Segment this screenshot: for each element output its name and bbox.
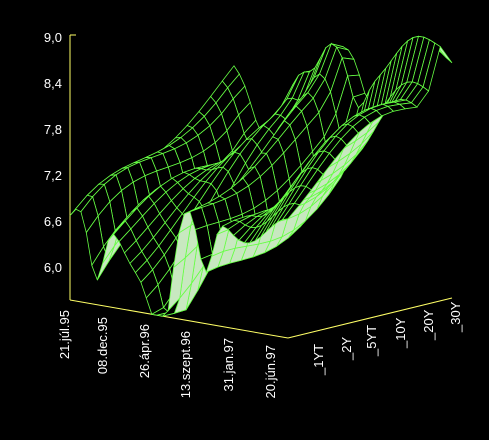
maturity-tick-label: _1YT: [311, 344, 326, 376]
date-tick-label: 31.jan.97: [221, 338, 236, 392]
date-axis-line: [69, 299, 289, 339]
maturity-tick-label: _10Y: [393, 317, 408, 349]
surface-mesh: [69, 35, 453, 317]
axis-labels: 9,0 8,4 7,8 7,2 6,6 6,0 21.júl.95 08.dec…: [44, 30, 463, 399]
maturity-tick-label: _2Y: [339, 337, 354, 361]
date-tick-label: 13.szept.96: [178, 331, 193, 398]
maturity-tick-label: _30Y: [448, 301, 463, 333]
date-tick-label: 26.ápr.96: [137, 324, 152, 378]
maturity-tick-label: _5YT: [364, 325, 379, 357]
date-tick-label: 20.jún.97: [263, 345, 278, 399]
axes: [69, 34, 453, 339]
date-tick-label: 21.júl.95: [57, 310, 72, 359]
z-tick-label: 6,0: [44, 260, 62, 275]
maturity-tick-label: _20Y: [421, 309, 436, 341]
z-tick-label: 7,2: [44, 168, 62, 183]
z-tick-label: 6,6: [44, 214, 62, 229]
z-tick-label: 7,8: [44, 122, 62, 137]
z-tick-label: 8,4: [44, 76, 62, 91]
surface-cell: [281, 202, 301, 221]
maturity-axis-line: [287, 297, 453, 339]
z-tick-label: 9,0: [44, 30, 62, 45]
date-tick-label: 08.dec.95: [95, 317, 110, 374]
